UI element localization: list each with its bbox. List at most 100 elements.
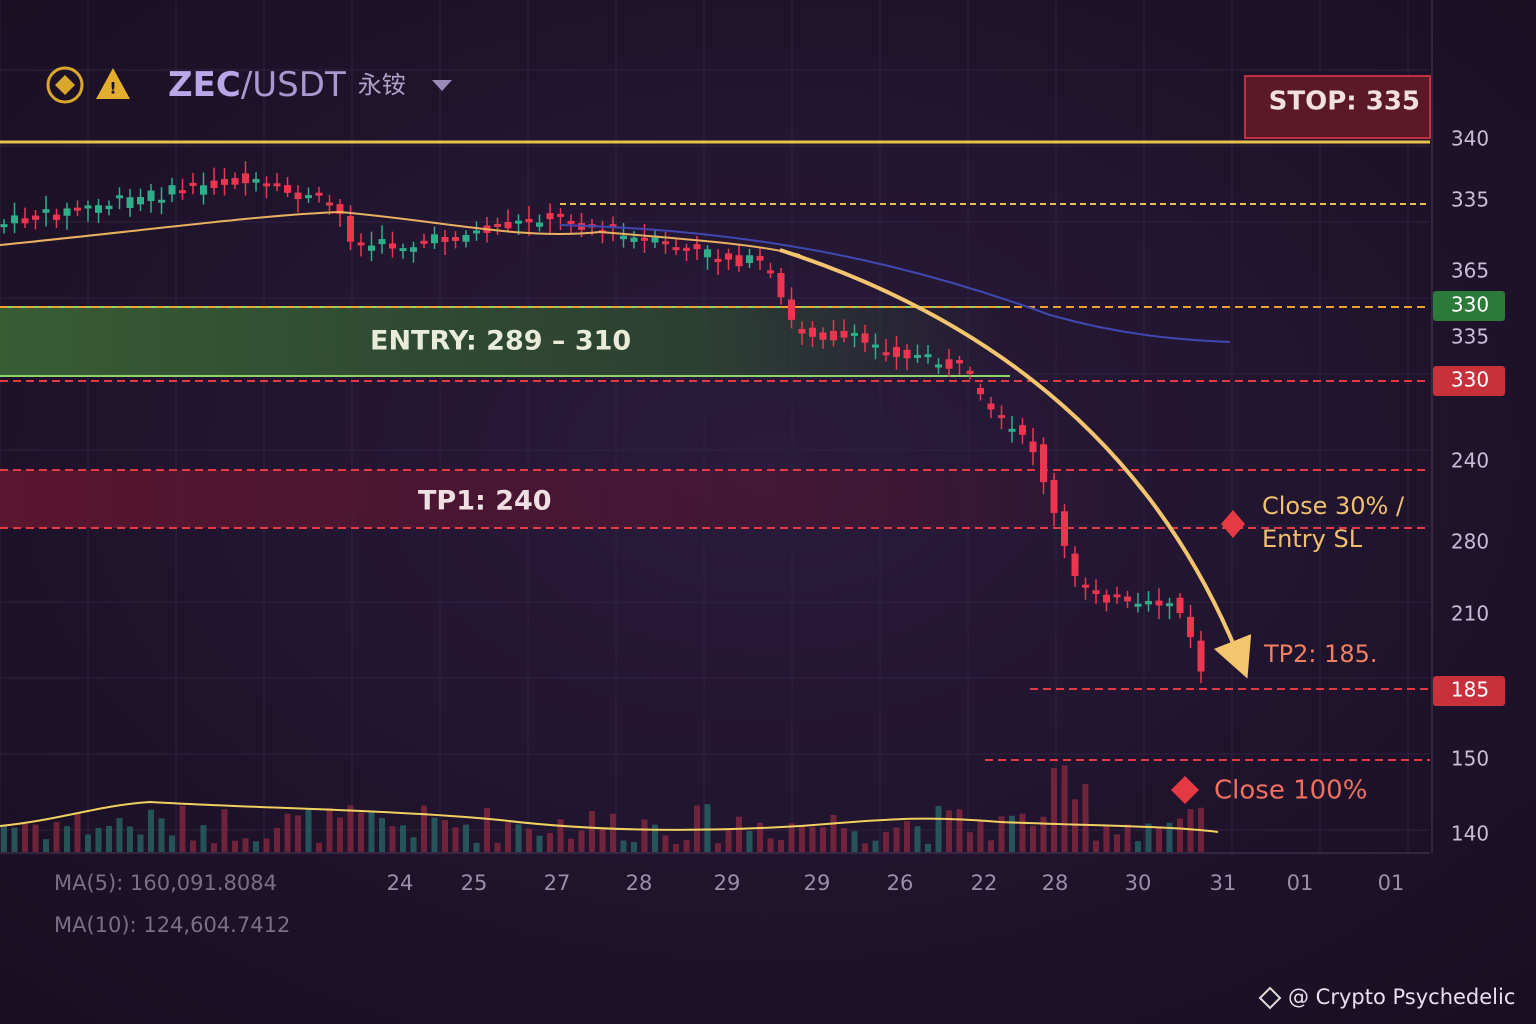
volume-bar	[515, 824, 522, 852]
candle-body	[536, 222, 543, 227]
candle-body	[1145, 600, 1152, 605]
volume-bar	[316, 842, 322, 852]
pair-base: ZEC	[168, 65, 241, 105]
candle-body	[788, 299, 795, 320]
candle-body	[840, 330, 848, 338]
candle-body	[557, 213, 564, 217]
volume-bar	[43, 839, 49, 852]
volume-bar	[1145, 823, 1152, 852]
pair-title[interactable]: ZEC/USDT 永铵	[168, 65, 406, 105]
indicator-label: MA(10): 124,604.7412	[54, 913, 290, 937]
volume-bar	[400, 825, 406, 852]
watermark: @ Crypto Psychedelic	[1288, 985, 1515, 1009]
candle-body	[389, 243, 396, 249]
price-badge	[1433, 676, 1505, 706]
candle-body	[305, 195, 312, 199]
volume-bar	[809, 826, 816, 852]
price-label: 210	[1451, 602, 1489, 626]
candle-body	[326, 202, 333, 206]
candle-body	[210, 180, 218, 189]
candle-body	[179, 190, 186, 194]
price-label: 340	[1451, 127, 1489, 151]
pair-quote: /USDT	[241, 65, 346, 105]
candle-body	[662, 241, 669, 245]
candle-body	[158, 199, 165, 203]
date-label: 24	[387, 871, 414, 895]
close30-label: Close 30% /	[1262, 492, 1405, 520]
volume-bar	[431, 817, 438, 852]
volume-bar	[74, 813, 81, 852]
volume-bar	[925, 843, 931, 852]
candle-body	[84, 205, 92, 209]
logo-icon[interactable]	[46, 66, 84, 104]
volume-bar	[872, 840, 879, 852]
candle-body	[977, 387, 984, 395]
price-label: 150	[1451, 747, 1489, 771]
candle-body	[284, 185, 291, 193]
entry-label: ENTRY: 289 – 310	[370, 326, 631, 357]
tp2-label: TP2: 185.	[1263, 640, 1378, 668]
price-label: 335	[1451, 188, 1489, 212]
candle-body	[294, 192, 302, 200]
volume-bar	[326, 807, 333, 852]
candle-body	[378, 239, 386, 245]
price-axis: 340 335 365 330 335 330 240 280 210 185 150 140	[1433, 127, 1505, 846]
candle-body	[252, 178, 260, 183]
volume-bar	[337, 817, 343, 852]
candle-body	[137, 197, 144, 205]
stop-box	[1244, 75, 1431, 139]
volume-bar	[1072, 799, 1078, 852]
candle-body	[893, 346, 900, 358]
candle-body	[903, 349, 911, 359]
volume-bar	[358, 812, 364, 852]
candle-body	[966, 370, 974, 374]
volume-bar	[232, 840, 238, 852]
volume-bar	[295, 815, 301, 852]
volume-bar	[820, 827, 826, 852]
candle-body	[63, 208, 71, 216]
volume-bar	[1124, 824, 1131, 852]
volume-bar	[11, 827, 18, 852]
candle-body	[987, 403, 995, 410]
volume-bar	[578, 830, 585, 852]
candle-body	[263, 183, 270, 187]
price-label: 280	[1451, 530, 1489, 554]
dropdown-icon[interactable]	[432, 80, 452, 91]
volume-bar	[547, 832, 553, 852]
volume-bar	[1061, 765, 1068, 852]
candle-body	[473, 230, 480, 234]
volume-bar	[410, 837, 417, 852]
volume-bar	[830, 814, 837, 852]
tp1-label: TP1: 240	[418, 486, 552, 517]
candle-body	[1176, 597, 1184, 614]
candle-body	[830, 330, 837, 341]
volume-bar	[389, 826, 396, 852]
candle-body	[116, 195, 123, 199]
volume-bar	[106, 825, 112, 852]
date-label: 25	[461, 871, 488, 895]
volume-bar	[1009, 815, 1015, 852]
volume-bar	[841, 828, 847, 852]
volume-bar	[284, 813, 291, 852]
candle-body	[95, 205, 102, 213]
volume-bar	[347, 805, 354, 852]
candle-body	[945, 359, 953, 369]
candles	[0, 161, 1205, 684]
candle-body	[1050, 479, 1058, 513]
volume-bar	[683, 840, 690, 852]
volume-bar	[1093, 840, 1099, 852]
volume-bar	[799, 825, 805, 852]
volume-bar	[715, 843, 721, 852]
volume-bar	[53, 821, 60, 852]
candle-body	[641, 237, 648, 241]
candle-body	[704, 249, 711, 258]
candle-body	[504, 221, 512, 229]
watermark-icon	[1258, 986, 1282, 1010]
candle-body	[851, 332, 858, 336]
candle-body	[672, 247, 680, 251]
candle-body	[399, 248, 407, 252]
candle-body	[42, 209, 50, 213]
candle-body	[525, 218, 533, 223]
warning-icon[interactable]	[96, 68, 130, 99]
